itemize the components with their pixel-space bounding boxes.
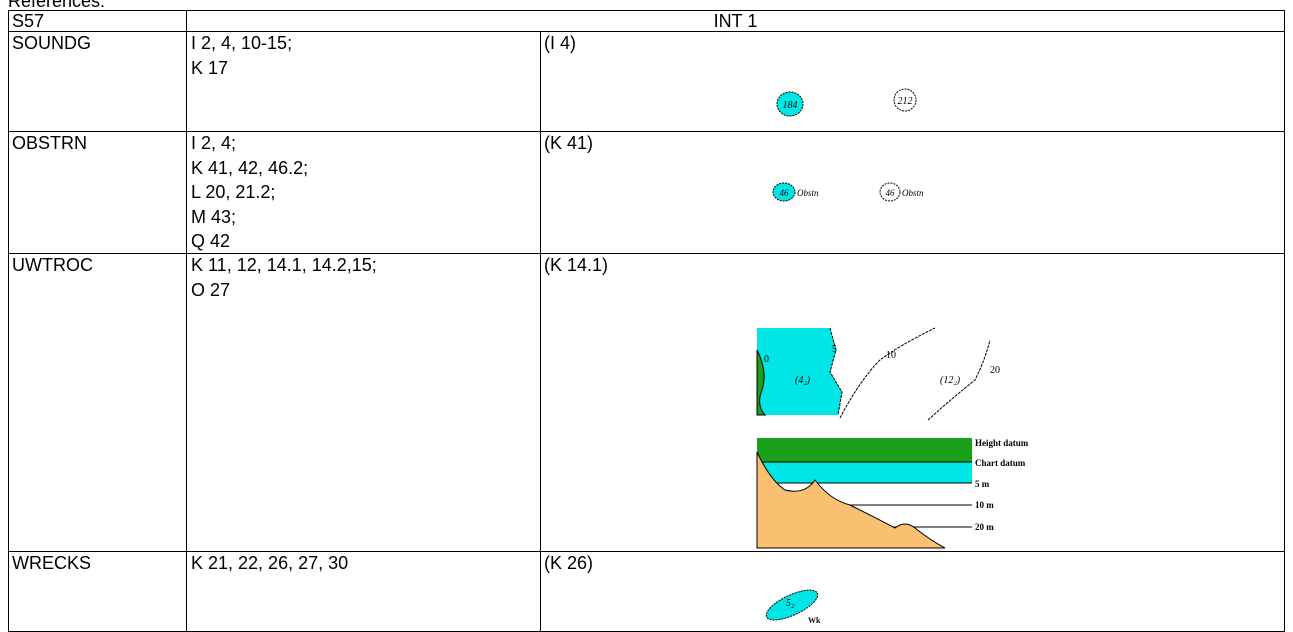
reference-line: K 41, 42, 46.2; [191,157,309,178]
caption: References: [8,0,106,11]
reference-line: Q 42 [191,231,231,251]
column-border [540,31,541,632]
height-band [757,438,972,462]
figure-label: Chart datum [975,458,1026,468]
code-cell: SOUNDG [12,33,92,53]
reference-line: K 11, 12, 14.1, 14.2,15; [191,255,377,275]
header-cell: INT 1 [713,11,758,31]
depth-contour [839,327,936,419]
example-label: (K 14.1) [544,255,609,275]
reference-line: I 2, 4; [191,133,237,153]
sounding-symbol [893,88,917,112]
row-border [8,131,1285,132]
row-border [8,31,1285,32]
figure-label: 46 [780,188,790,198]
figure-label: 10 m [975,500,994,510]
obstruction-symbol [772,182,796,202]
figure-label: 5₂ [786,598,795,609]
depth-contour [829,327,843,416]
wreck-symbol [765,589,819,621]
figure-label: Height datum [975,438,1029,448]
figure-label: Wk [808,616,821,625]
code-cell: WRECKS [12,553,92,573]
figure-label: 46 [886,188,896,198]
table-border [1284,10,1285,632]
figure-label: (12₂) [940,375,961,386]
row-border [8,253,1285,254]
figure-label: 212 [898,96,913,107]
code-cell: OBSTRN [12,133,88,153]
land-area [756,349,767,416]
column-border [186,10,187,632]
header-cell: S57 [12,11,45,31]
figure-label: (4₂) [795,375,811,386]
depth-contour [927,339,991,421]
example-label: (I 4) [544,33,577,53]
figure-label: 20 m [975,522,994,532]
table-border [8,10,9,632]
figure-label: 20 [990,365,1000,376]
obstruction-symbol [879,182,901,202]
figure-label: Obstn [902,188,924,198]
row-border [8,551,1285,552]
shallow-area [757,328,842,415]
figure-label: 5 m [975,479,990,489]
reference-line: M 43; [191,206,237,227]
figure-label: 5 [832,344,837,355]
figure-label: 0 [764,354,769,365]
figure-label: 184 [783,100,798,111]
reference-line: O 27 [191,279,231,300]
sounding-symbol [776,91,804,117]
reference-line: L 20, 21.2; [191,182,276,202]
example-label: (K 26) [544,553,594,573]
example-label: (K 41) [544,133,594,153]
water-band [757,462,972,483]
table-border [8,10,1285,11]
reference-line: K 21, 22, 26, 27, 30 [191,553,349,573]
figure-label: 10 [886,350,896,361]
code-cell: UWTROC [12,255,93,275]
seabed-profile [756,451,946,549]
reference-line: K 17 [191,57,229,78]
reference-line: I 2, 4, 10-15; [191,33,293,53]
figure-label: Obstn [797,188,819,198]
